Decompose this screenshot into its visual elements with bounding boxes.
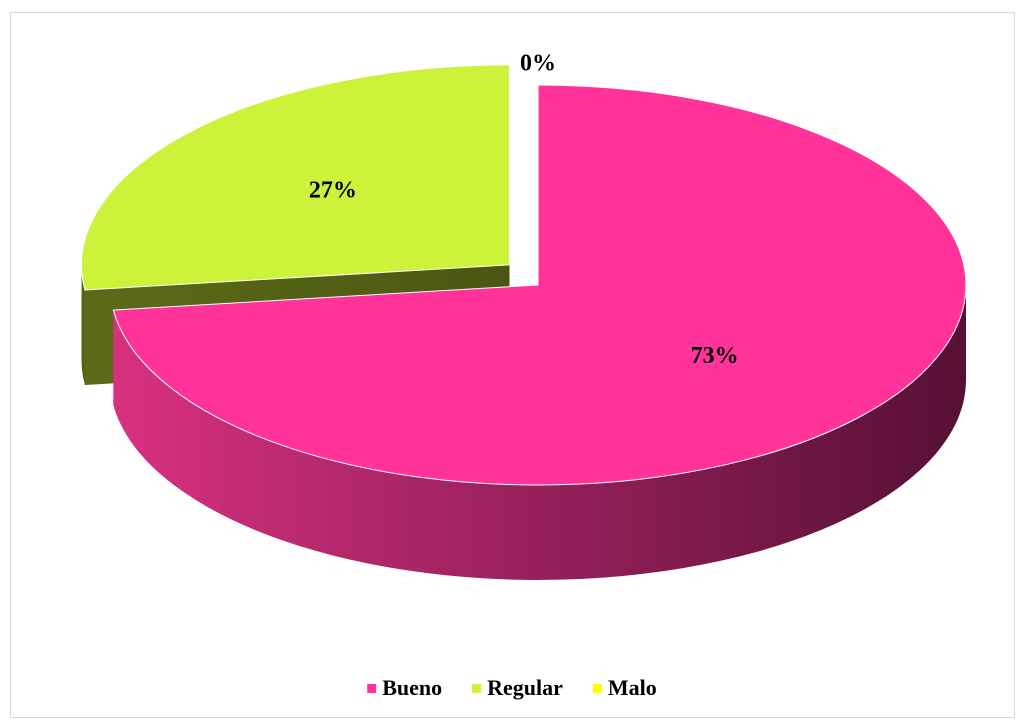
legend-swatch	[367, 684, 377, 693]
data-label: 0%	[520, 51, 556, 77]
legend-text: Malo	[608, 675, 657, 700]
data-label: 73%	[691, 343, 739, 369]
legend-swatch	[592, 684, 602, 693]
legend-swatch	[472, 684, 482, 693]
slice-top	[112, 84, 967, 486]
legend-text: Regular	[487, 675, 563, 700]
slice-side	[81, 264, 85, 385]
slice-top	[81, 64, 510, 291]
legend-text: Bueno	[382, 675, 442, 700]
slice-side	[113, 285, 966, 580]
slice	[112, 84, 967, 580]
legend: Bueno Regular Malo	[367, 675, 657, 700]
data-label: 27%	[309, 178, 357, 204]
